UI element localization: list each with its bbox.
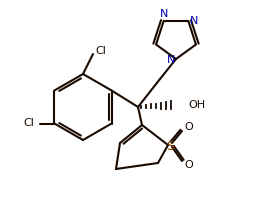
Text: O: O bbox=[185, 122, 193, 132]
Text: N: N bbox=[167, 55, 175, 65]
Text: N: N bbox=[160, 9, 168, 19]
Text: O: O bbox=[185, 160, 193, 170]
Text: Cl: Cl bbox=[23, 118, 34, 128]
Text: Cl: Cl bbox=[95, 46, 106, 56]
Text: N: N bbox=[190, 16, 199, 26]
Text: S: S bbox=[166, 140, 174, 153]
Text: OH: OH bbox=[188, 100, 205, 110]
